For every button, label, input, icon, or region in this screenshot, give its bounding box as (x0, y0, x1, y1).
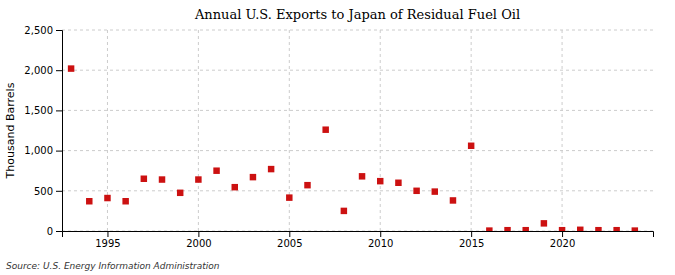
tick-label: 2000 (186, 238, 211, 249)
tick-mark (562, 231, 563, 237)
point (341, 208, 347, 214)
points (68, 65, 638, 231)
point (250, 174, 256, 180)
point (86, 198, 92, 204)
tick: 1,500 (24, 105, 62, 116)
tick-label: 0 (47, 226, 53, 237)
point (359, 173, 365, 179)
tick-mark (56, 231, 62, 232)
tick: 2015 (459, 231, 484, 249)
grid-line (62, 190, 653, 191)
tick-label: 1,000 (24, 145, 53, 156)
tick-mark (107, 231, 108, 237)
grid-line (62, 30, 653, 31)
annotation: Source: U.S. Energy Information Administ… (6, 261, 220, 271)
point (286, 194, 292, 200)
point (595, 227, 601, 231)
tick-mark (56, 151, 62, 152)
point (232, 184, 238, 190)
tick-label: 1995 (95, 238, 120, 249)
point (213, 167, 219, 173)
point (413, 188, 419, 194)
tick: 2000 (186, 231, 211, 249)
tick-mark (380, 231, 381, 237)
grid (62, 30, 653, 231)
point (486, 227, 492, 231)
point (141, 176, 147, 182)
tick: 2005 (277, 231, 302, 249)
tick: 2010 (368, 231, 393, 249)
plot-area: 1995 2000 2005 2010 2015 2020 0 500 1,000 1,500 2,… (24, 25, 653, 249)
grid-line (198, 30, 199, 231)
point (268, 166, 274, 172)
tick: 0 (47, 226, 62, 237)
tick-mark (56, 30, 62, 31)
tick: 500 (34, 186, 62, 197)
point (177, 190, 183, 196)
tick-label: 2010 (368, 238, 393, 249)
point (304, 182, 310, 188)
chart: 1995 2000 2005 2010 2015 2020 0 500 1,000 1,500 2,… (0, 0, 675, 275)
point (632, 227, 638, 231)
point (468, 143, 474, 149)
point (432, 188, 438, 194)
point (559, 227, 565, 231)
tick-label: 2,000 (24, 65, 53, 76)
grid-line (62, 70, 653, 71)
x-axis: 1995 2000 2005 2010 2015 2020 (63, 231, 654, 249)
tick: 2,000 (24, 65, 62, 76)
axis-line (63, 232, 654, 238)
point (395, 180, 401, 186)
tick-mark (198, 231, 199, 237)
point (613, 227, 619, 231)
tick: 1,000 (24, 145, 62, 156)
grid-line (380, 30, 381, 231)
tick-mark (56, 110, 62, 111)
y-axis-label: Thousand Barrels (4, 82, 17, 179)
tick-mark (471, 231, 472, 237)
point (122, 198, 128, 204)
point (322, 126, 328, 132)
tick-mark (56, 191, 62, 192)
tick: 2,500 (24, 25, 62, 36)
tick-mark (289, 231, 290, 237)
point (68, 65, 74, 71)
point (504, 227, 510, 231)
y-axis: 0 500 1,000 1,500 2,000 2,500 (24, 25, 62, 237)
point (104, 195, 110, 201)
tick-label: 2015 (459, 238, 484, 249)
point (195, 176, 201, 182)
tick: 1995 (95, 231, 120, 249)
grid-line (62, 110, 653, 111)
point (522, 227, 528, 231)
axis-line (56, 31, 63, 232)
grid-line (471, 30, 472, 231)
point (541, 220, 547, 226)
tick-label: 2,500 (24, 25, 53, 36)
tick-label: 2005 (277, 238, 302, 249)
point (377, 178, 383, 184)
point (450, 197, 456, 203)
grid-line (62, 150, 653, 151)
tick-label: 500 (34, 186, 53, 197)
tick-label: 2020 (550, 238, 575, 249)
tick: 2020 (550, 231, 575, 249)
grid-line (562, 30, 563, 231)
tick-label: 1,500 (24, 105, 53, 116)
tick-mark (56, 70, 62, 71)
point (159, 176, 165, 182)
point (577, 227, 583, 231)
title: Annual U.S. Exports to Japan of Residual… (194, 7, 520, 22)
